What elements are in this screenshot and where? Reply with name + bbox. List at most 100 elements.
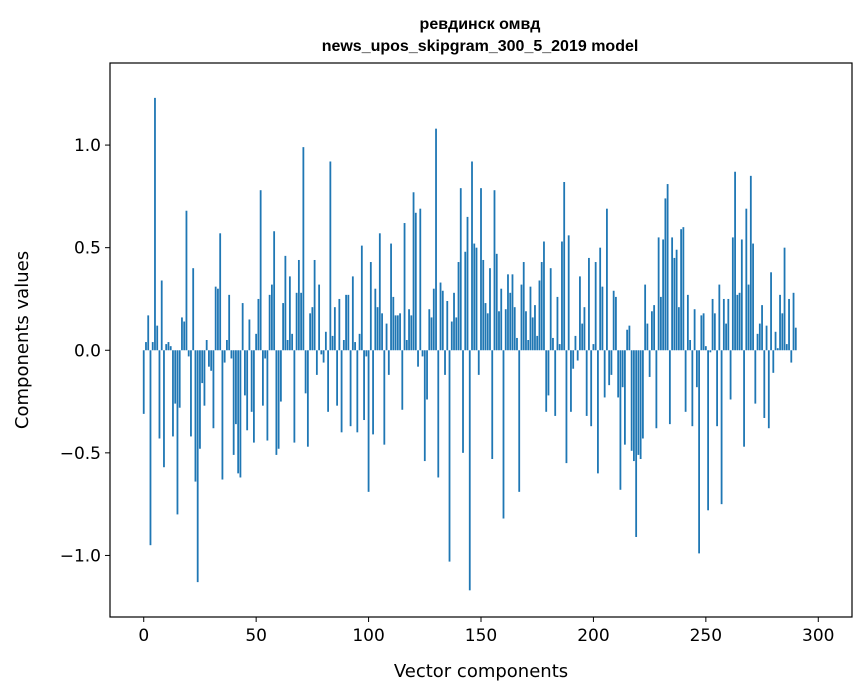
- y-tick-label-1: −0.5: [60, 444, 101, 464]
- bar-34: [219, 233, 222, 351]
- bar-0: [142, 350, 145, 414]
- bar-278: [767, 350, 770, 429]
- bar-70: [300, 292, 303, 351]
- bar-199: [590, 350, 593, 427]
- bar-67: [293, 350, 296, 443]
- bar-180: [547, 350, 550, 396]
- bar-255: [716, 350, 718, 427]
- bar-174: [534, 305, 536, 351]
- bar-172: [529, 286, 532, 351]
- bar-136: [448, 350, 451, 562]
- bar-270: [749, 175, 752, 351]
- bar-217: [630, 350, 633, 451]
- bar-173: [531, 317, 534, 351]
- bar-204: [601, 286, 604, 351]
- bar-239: [680, 229, 683, 351]
- bar-251: [707, 350, 709, 511]
- bar-95: [356, 350, 359, 433]
- bar-167: [518, 350, 521, 492]
- bar-256: [718, 284, 721, 351]
- bar-102: [372, 350, 374, 435]
- bar-178: [543, 241, 545, 351]
- bar-35: [221, 350, 224, 480]
- bar-40: [232, 350, 235, 455]
- bar-125: [423, 350, 426, 462]
- bar-271: [752, 243, 754, 351]
- bar-177: [540, 262, 543, 351]
- bar-187: [563, 182, 566, 351]
- bar-202: [597, 350, 599, 474]
- bar-72: [304, 350, 307, 394]
- bar-189: [567, 235, 570, 351]
- bar-128: [430, 317, 433, 351]
- bar-49: [253, 350, 255, 443]
- bar-216: [628, 325, 631, 351]
- bar-237: [675, 249, 678, 351]
- bar-41: [235, 350, 237, 425]
- bar-114: [399, 313, 401, 351]
- bar-75: [311, 307, 314, 351]
- bar-4: [151, 342, 154, 351]
- bar-244: [691, 350, 694, 427]
- bar-248: [700, 315, 703, 351]
- x-tick-label-3: 150: [465, 626, 497, 646]
- bar-42: [237, 350, 240, 474]
- bar-138: [453, 292, 455, 351]
- bar-133: [441, 290, 444, 351]
- bar-122: [417, 350, 419, 367]
- bar-79: [320, 350, 323, 355]
- bar-110: [390, 243, 392, 351]
- bar-260: [727, 298, 730, 351]
- bar-169: [522, 262, 525, 351]
- bar-250: [704, 346, 707, 351]
- bar-215: [626, 329, 629, 351]
- bar-171: [527, 340, 530, 351]
- bar-214: [624, 350, 626, 445]
- bar-175: [536, 335, 539, 351]
- bar-233: [666, 184, 669, 351]
- bar-200: [592, 344, 595, 351]
- bar-254: [713, 313, 716, 351]
- bar-10: [165, 344, 168, 351]
- x-tick-label-4: 200: [577, 626, 609, 646]
- bar-47: [248, 319, 251, 351]
- bar-205: [603, 350, 606, 398]
- bar-207: [608, 350, 611, 386]
- bar-43: [239, 350, 242, 478]
- bar-22: [192, 268, 195, 351]
- bar-157: [495, 253, 498, 351]
- bar-243: [689, 340, 692, 351]
- bar-257: [720, 350, 723, 505]
- bar-60: [277, 350, 280, 449]
- bar-83: [329, 161, 332, 351]
- bar-209: [612, 290, 615, 351]
- bar-263: [734, 171, 736, 351]
- chart-subtitle: news_upos_skipgram_300_5_2019 model: [322, 38, 639, 55]
- x-tick-label-2: 100: [352, 626, 384, 646]
- bar-100: [367, 350, 370, 492]
- bar-20: [187, 350, 190, 357]
- bar-264: [736, 294, 739, 351]
- bar-145: [468, 350, 471, 591]
- bar-212: [619, 350, 622, 490]
- bar-253: [711, 298, 714, 351]
- bar-279: [770, 272, 772, 351]
- bar-127: [428, 309, 431, 351]
- bar-106: [381, 313, 383, 351]
- bar-55: [266, 350, 269, 441]
- bar-170: [525, 311, 527, 351]
- bar-147: [473, 243, 476, 351]
- bar-156: [493, 190, 496, 351]
- bar-50: [255, 333, 258, 351]
- bar-3: [149, 350, 152, 546]
- bar-188: [565, 350, 568, 464]
- bar-168: [520, 284, 523, 351]
- bar-139: [455, 317, 458, 351]
- bar-184: [556, 296, 559, 351]
- bar-152: [484, 303, 487, 351]
- bar-85: [333, 307, 336, 351]
- bar-80: [322, 350, 325, 363]
- bar-222: [641, 350, 644, 439]
- bar-258: [722, 298, 725, 351]
- bar-54: [264, 350, 267, 359]
